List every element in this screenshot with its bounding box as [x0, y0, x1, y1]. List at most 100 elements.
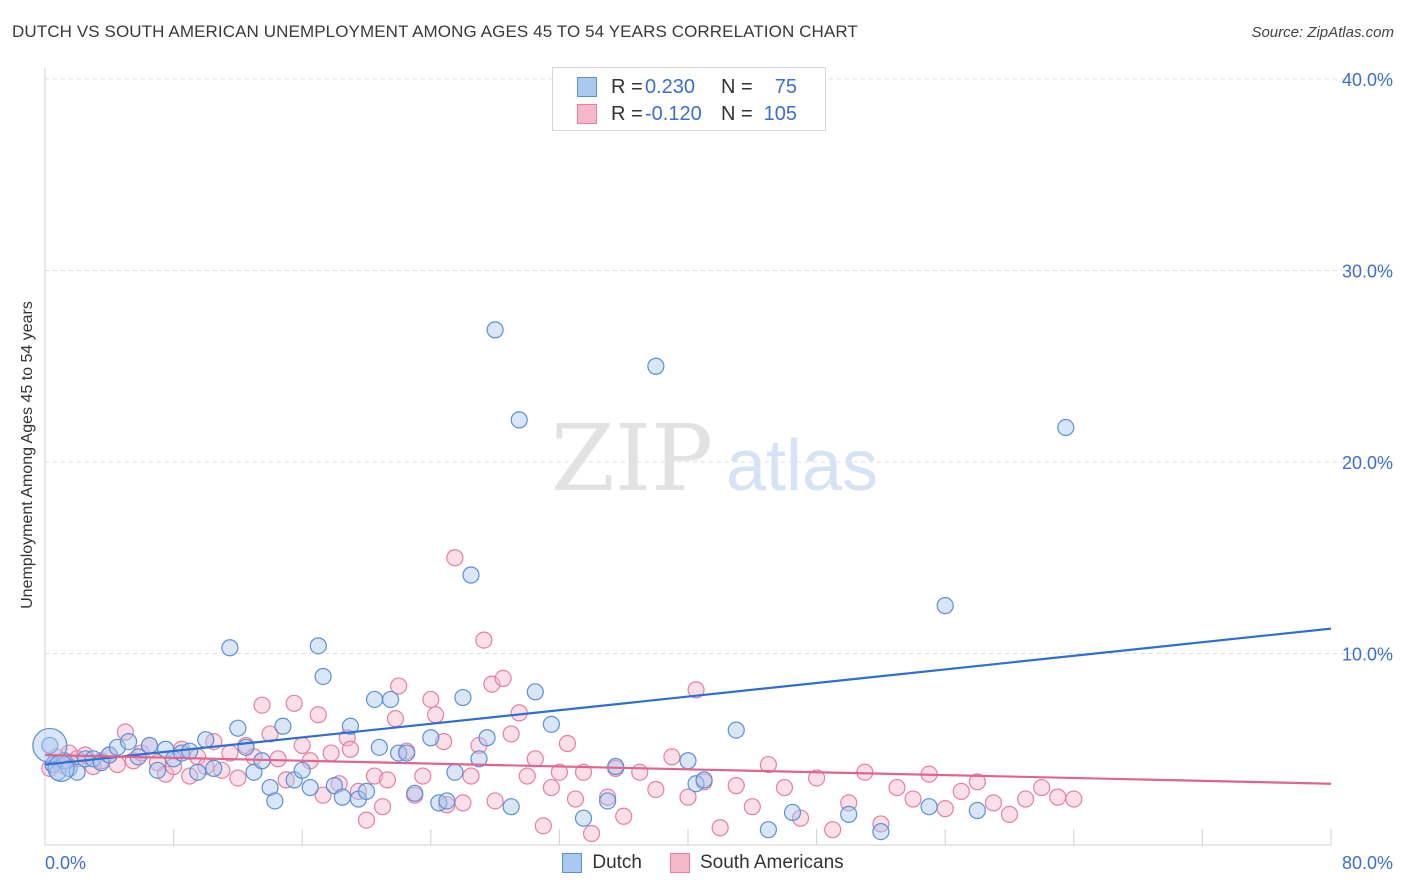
- south-americans-point: [542, 778, 560, 797]
- south-americans-point: [582, 824, 601, 843]
- dutch-point: [406, 784, 424, 802]
- south-americans-point: [357, 811, 376, 829]
- legend-swatch-south-americans: [577, 104, 597, 124]
- series-legend-south-americans[interactable]: South Americans: [670, 852, 844, 874]
- series-swatch-south-americans: [670, 853, 690, 873]
- dutch-point: [221, 639, 239, 657]
- south-americans-point: [687, 681, 705, 699]
- dutch-point: [438, 792, 456, 810]
- chart-title: DUTCH VS SOUTH AMERICAN UNEMPLOYMENT AMO…: [12, 22, 858, 41]
- south-americans-point: [984, 794, 1003, 812]
- south-americans-point: [574, 763, 593, 781]
- south-americans-point: [615, 807, 633, 825]
- south-americans-point: [968, 773, 986, 791]
- dutch-point: [365, 690, 384, 709]
- y-axis-label: Unemployment Among Ages 45 to 54 years: [19, 301, 36, 609]
- south-americans-point: [261, 725, 279, 743]
- south-americans-point: [454, 794, 472, 812]
- south-americans-point: [711, 819, 729, 837]
- series-label-south-americans: South Americans: [700, 852, 844, 873]
- x-tick-label-max: 80.0%: [1342, 853, 1393, 873]
- dutch-point: [783, 803, 802, 822]
- south-americans-point: [807, 769, 826, 787]
- dutch-point: [266, 792, 284, 810]
- legend-n-value: 105: [763, 102, 797, 125]
- south-americans-point: [558, 734, 577, 753]
- south-americans-point: [679, 788, 697, 806]
- series-legend: Dutch South Americans: [0, 852, 1406, 874]
- series-legend-dutch[interactable]: Dutch: [562, 852, 642, 874]
- x-tick-label-min: 0.0%: [45, 853, 86, 873]
- y-tick-label: 20.0%: [1342, 453, 1393, 473]
- south-americans-trend-line: [44, 753, 1332, 785]
- dutch-point: [574, 809, 593, 827]
- south-americans-point: [888, 778, 906, 797]
- dutch-point: [382, 690, 400, 709]
- legend-n-value: 75: [774, 75, 797, 98]
- dutch-point: [189, 763, 207, 781]
- south-americans-point: [743, 798, 761, 816]
- dutch-point: [229, 719, 247, 737]
- south-americans-point: [534, 817, 552, 835]
- dutch-point: [274, 717, 292, 735]
- dutch-point: [119, 732, 138, 751]
- y-tick-label: 40.0%: [1342, 70, 1393, 90]
- south-americans-point: [322, 744, 340, 762]
- dutch-point: [840, 805, 858, 823]
- dutch-point: [687, 775, 705, 793]
- legend-r-label: R =: [611, 102, 643, 125]
- axes: [44, 68, 1332, 846]
- dutch-point-large: [47, 754, 75, 783]
- south-americans-point: [1000, 805, 1019, 823]
- south-americans-point: [518, 767, 536, 785]
- legend-n-label: N =: [721, 102, 753, 125]
- dutch-point: [727, 721, 745, 739]
- dutch-point: [140, 736, 159, 755]
- south-americans-point: [1065, 790, 1083, 808]
- dutch-point: [502, 798, 520, 816]
- south-americans-point: [373, 798, 392, 816]
- dutch-point: [41, 736, 59, 755]
- dutch-point: [181, 742, 199, 760]
- south-americans-point: [631, 763, 649, 781]
- legend-r-label: R =: [611, 75, 643, 98]
- gridlines: [45, 78, 1392, 654]
- watermark-zip: ZIP: [551, 405, 713, 512]
- dutch-points: [32, 321, 1075, 841]
- south-americans-point: [269, 750, 287, 768]
- dutch-point: [422, 729, 440, 747]
- watermark: ZIP atlas: [551, 405, 878, 512]
- south-americans-point: [1033, 778, 1051, 797]
- dutch-point: [314, 667, 332, 686]
- south-americans-point: [446, 549, 464, 567]
- dutch-point: [261, 778, 279, 797]
- correlation-legend: R = 0.230 N = 75 R = -0.120 N = 105: [552, 67, 826, 131]
- south-americans-points: [41, 549, 1083, 843]
- dutch-point: [454, 688, 472, 707]
- south-americans-point: [365, 767, 384, 785]
- dutch-point: [695, 771, 713, 789]
- trend-lines: [44, 627, 1332, 785]
- south-americans-point: [647, 780, 665, 799]
- south-americans-point: [341, 740, 360, 758]
- south-americans-point: [378, 771, 396, 789]
- dutch-point: [293, 761, 311, 779]
- south-americans-point: [566, 790, 585, 808]
- south-americans-point: [494, 669, 512, 687]
- y-tick-label: 30.0%: [1342, 262, 1393, 282]
- dutch-point: [526, 683, 544, 701]
- dutch-point: [1057, 418, 1075, 437]
- south-americans-point: [181, 767, 199, 785]
- south-americans-point: [229, 769, 247, 787]
- dutch-point: [148, 761, 167, 779]
- dutch-point: [542, 715, 560, 733]
- dutch-point: [398, 744, 416, 762]
- south-americans-point: [285, 694, 303, 712]
- south-americans-point: [435, 732, 453, 751]
- south-americans-point: [599, 788, 617, 806]
- dutch-point: [920, 798, 938, 816]
- south-americans-point: [904, 790, 922, 808]
- dutch-point: [486, 321, 504, 339]
- legend-row-dutch: R = 0.230 N = 75: [577, 75, 797, 99]
